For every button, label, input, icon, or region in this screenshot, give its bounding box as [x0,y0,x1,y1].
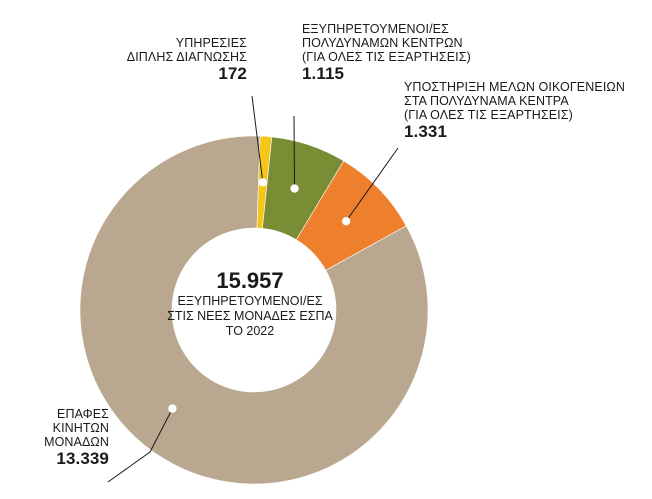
slice-mobile-units [79,135,429,485]
label-multi-centers-line-2: ΠΟΛΥΔΥΝΑΜΩΝ ΚΕΝΤΡΩΝ [302,36,463,50]
value-dual-diagnosis: 172 [218,64,247,83]
leader-line-mobile-units [107,408,173,483]
leader-line-family-support [345,147,399,222]
leader-line-multi-centers [293,115,296,189]
label-multi-centers: ΕΞΥΠΗΡΕΤΟΥΜΕΝΟΙ/ΕΣ ΠΟΛΥΔΥΝΑΜΩΝ ΚΕΝΤΡΩΝ (… [302,22,471,84]
center-line-1: ΕΞΥΠΗΡΕΤΟΥΜΕΝΟΙ/ΕΣ [177,294,323,308]
marker-dot-mobile-units [168,404,177,413]
center-line-2: ΣΤΙΣ ΝΕΕΣ ΜΟΝΑΔΕΣ ΕΣΠΑ [167,309,333,323]
label-multi-centers-line-3: (ΓΙΑ ΟΛΕΣ ΤΙΣ ΕΞΑΡΤΗΣΕΙΣ) [302,50,471,64]
center-summary: 15.957 ΕΞΥΠΗΡΕΤΟΥΜΕΝΟΙ/ΕΣ ΣΤΙΣ ΝΕΕΣ ΜΟΝΑ… [160,268,340,339]
leader-line-dual-diagnosis [251,95,264,183]
label-dual-diagnosis-line-1: ΥΠΗΡΕΣΙΕΣ [175,36,247,50]
label-family-support: ΥΠΟΣΤΗΡΙΞΗ ΜΕΛΩΝ ΟΙΚΟΓΕΝΕΙΩΝ ΣΤΑ ΠΟΛΥΔΥΝ… [404,80,625,142]
label-family-support-line-3: (ΓΙΑ ΟΛΕΣ ΤΙΣ ΕΞΑΡΤΗΣΕΙΣ) [404,108,573,122]
label-mobile-units-line-3: ΜΟΝΑΔΩΝ [44,435,109,449]
label-dual-diagnosis: ΥΠΗΡΕΣΙΕΣ ΔΙΠΛΗΣ ΔΙΑΓΝΩΣΗΣ 172 [127,36,247,84]
label-mobile-units: ΕΠΑΦΕΣ ΚΙΝΗΤΩΝ ΜΟΝΑΔΩΝ 13.339 [44,407,109,469]
donut-slices [79,135,429,485]
leader-lines [107,95,399,483]
label-multi-centers-line-1: ΕΞΥΠΗΡΕΤΟΥΜΕΝΟΙ/ΕΣ [302,22,449,36]
center-line-3: ΤΟ 2022 [225,324,275,338]
marker-dot-family-support [341,216,351,226]
label-dual-diagnosis-line-2: ΔΙΠΛΗΣ ΔΙΑΓΝΩΣΗΣ [126,50,247,64]
label-mobile-units-line-2: ΚΙΝΗΤΩΝ [52,421,109,435]
marker-dot-dual-diagnosis [258,178,268,187]
marker-dot-multi-centers [290,184,299,193]
value-family-support: 1.331 [404,122,448,141]
value-multi-centers: 1.115 [302,64,345,83]
label-mobile-units-line-1: ΕΠΑΦΕΣ [57,407,109,421]
center-total: 15.957 [216,268,284,293]
label-family-support-line-1: ΥΠΟΣΤΗΡΙΞΗ ΜΕΛΩΝ ΟΙΚΟΓΕΝΕΙΩΝ [404,80,625,94]
value-mobile-units: 13.339 [56,449,109,468]
label-family-support-line-2: ΣΤΑ ΠΟΛΥΔΥΝΑΜΑ ΚΕΝΤΡΑ [404,94,569,108]
